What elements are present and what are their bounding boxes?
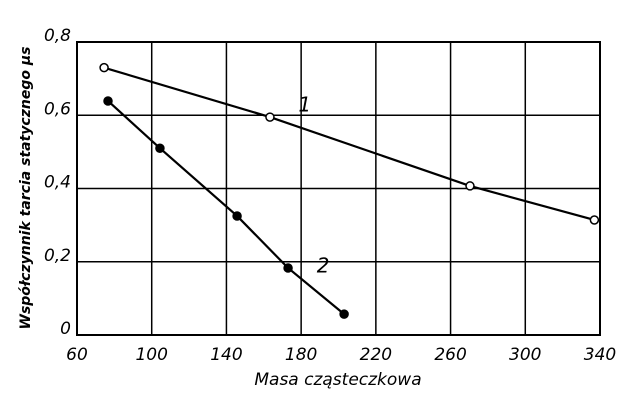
- data-point: [589, 215, 600, 225]
- y-tick-label: 0,2: [44, 246, 71, 266]
- series-label: 2: [317, 253, 330, 277]
- x-tick-label: 180: [285, 345, 317, 365]
- data-point: [283, 263, 293, 273]
- y-axis-label: Współczynnik tarcia statycznego μs: [18, 47, 34, 330]
- data-point: [465, 181, 475, 191]
- y-tick-label: 0: [60, 319, 71, 339]
- x-tick-label: 100: [135, 345, 167, 365]
- x-tick-label: 340: [584, 345, 616, 365]
- x-tick-label: 140: [210, 345, 242, 365]
- data-point: [265, 112, 275, 122]
- x-tick-label: 60: [66, 345, 88, 365]
- y-tick-label: 0,4: [44, 173, 71, 193]
- x-tick-label: 300: [509, 345, 541, 365]
- data-point: [155, 143, 165, 153]
- data-point: [99, 62, 109, 73]
- data-point: [103, 96, 113, 106]
- x-tick-label: 220: [360, 345, 392, 365]
- x-tick-label: 260: [434, 345, 466, 365]
- x-axis-label: Masa cząsteczkowa: [254, 370, 421, 390]
- series-label: 1: [298, 93, 311, 117]
- series-line: [103, 66, 595, 222]
- data-point: [232, 211, 242, 221]
- y-tick-label: 0,8: [44, 26, 71, 46]
- y-tick-label: 0,6: [44, 99, 71, 119]
- data-point: [339, 309, 349, 319]
